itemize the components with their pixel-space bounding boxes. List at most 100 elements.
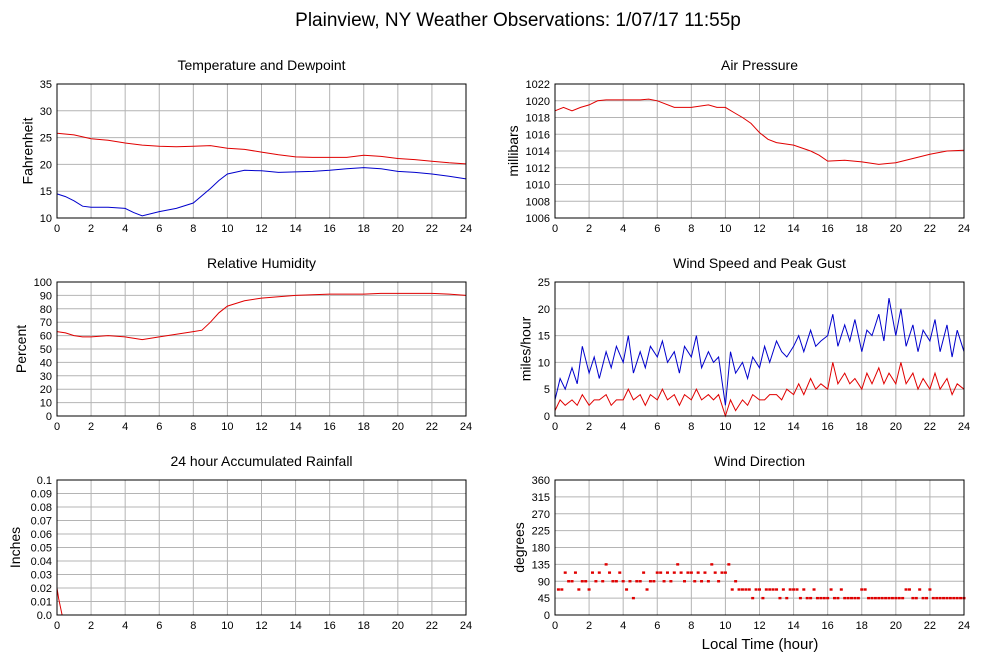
x-tick-label: 0 — [552, 421, 558, 433]
y-tick-label: 1016 — [526, 129, 550, 141]
data-point — [938, 596, 942, 600]
data-point — [737, 588, 741, 591]
x-tick-label: 16 — [822, 223, 834, 235]
x-tick-label: 4 — [620, 223, 626, 235]
data-point — [655, 571, 659, 574]
data-point — [648, 580, 652, 583]
x-tick-label: 6 — [156, 421, 162, 433]
x-tick-label: 22 — [924, 223, 936, 235]
x-tick-label: 20 — [392, 620, 404, 632]
data-point — [631, 596, 635, 600]
data-point — [608, 571, 612, 574]
x-tick-label: 14 — [289, 223, 301, 235]
x-tick-label: 12 — [753, 620, 765, 632]
y-tick-label: 10 — [40, 213, 52, 225]
x-tick-label: 0 — [54, 620, 60, 632]
x-tick-label: 2 — [88, 223, 94, 235]
y-tick-label: 0.1 — [37, 475, 52, 487]
y-tick-label: 180 — [532, 543, 550, 555]
data-point — [720, 571, 724, 574]
x-tick-label: 12 — [255, 421, 267, 433]
y-axis-label: Inches — [7, 527, 23, 568]
data-point — [744, 588, 748, 591]
data-point — [925, 596, 929, 600]
data-point — [880, 596, 884, 600]
data-point — [904, 588, 908, 591]
data-point — [863, 588, 867, 591]
series-line-red — [554, 362, 965, 418]
y-tick-label: 0 — [544, 411, 550, 423]
data-point — [703, 571, 707, 574]
data-point — [945, 596, 949, 600]
data-point — [884, 596, 888, 600]
x-tick-label: 8 — [688, 620, 694, 632]
data-point — [959, 596, 963, 600]
y-tick-label: 30 — [40, 371, 52, 383]
y-tick-label: 0.04 — [31, 556, 52, 568]
x-tick-label: 10 — [221, 421, 233, 433]
y-tick-label: 0 — [544, 610, 550, 622]
data-point — [686, 571, 690, 574]
x-tick-label: 10 — [221, 223, 233, 235]
data-point — [754, 588, 758, 591]
plot-frame — [56, 83, 467, 219]
data-point — [812, 588, 816, 591]
chart-title: Wind Speed and Peak Gust — [673, 255, 846, 271]
data-point — [556, 588, 560, 591]
series-line-red — [56, 292, 467, 341]
x-tick-label: 18 — [856, 620, 868, 632]
x-tick-label: 4 — [122, 421, 128, 433]
data-point — [856, 596, 860, 600]
x-tick-label: 2 — [88, 421, 94, 433]
chart-title: Temperature and Dewpoint — [177, 57, 345, 73]
x-tick-label: 10 — [719, 223, 731, 235]
data-point — [659, 571, 663, 574]
y-tick-label: 225 — [532, 526, 550, 538]
y-tick-label: 1018 — [526, 113, 550, 125]
data-point — [839, 588, 843, 591]
data-point — [747, 588, 751, 591]
data-point — [679, 571, 683, 574]
y-tick-label: 10 — [538, 357, 550, 369]
chart-title: 24 hour Accumulated Rainfall — [170, 453, 352, 469]
x-tick-label: 2 — [586, 223, 592, 235]
x-tick-label: 4 — [620, 620, 626, 632]
plot-frame — [56, 281, 467, 417]
y-tick-label: 20 — [40, 384, 52, 396]
x-tick-label: 6 — [654, 223, 660, 235]
y-tick-label: 1020 — [526, 96, 550, 108]
x-tick-label: 24 — [958, 223, 970, 235]
x-tick-label: 22 — [426, 223, 438, 235]
x-tick-label: 20 — [890, 620, 902, 632]
data-point — [727, 563, 731, 566]
x-tick-label: 0 — [552, 223, 558, 235]
data-point — [635, 580, 639, 583]
data-point — [897, 596, 901, 600]
data-point — [700, 580, 704, 583]
data-point — [775, 588, 779, 591]
chart-panel-humidity: 0 2 4 6 8 10 12 14 16 18 20 22 240102030405060708090… — [13, 255, 472, 433]
data-point — [560, 588, 564, 591]
data-point — [710, 563, 714, 566]
y-tick-label: 0.05 — [31, 543, 52, 555]
y-tick-label: 1008 — [526, 196, 550, 208]
y-tick-label: 40 — [40, 357, 52, 369]
x-tick-label: 12 — [255, 620, 267, 632]
data-point — [914, 596, 918, 600]
x-tick-label: 8 — [190, 620, 196, 632]
data-point — [873, 596, 877, 600]
data-point — [832, 596, 836, 600]
chart-title: Relative Humidity — [207, 255, 316, 271]
x-tick-label: 8 — [190, 223, 196, 235]
chart-panel-pressure: 0 2 4 6 8 10 12 14 16 18 20 22 241006100810101012101… — [505, 57, 970, 235]
x-tick-label: 12 — [753, 421, 765, 433]
y-axis-label: millibars — [505, 125, 521, 176]
y-tick-label: 1010 — [526, 180, 550, 192]
data-point — [850, 596, 854, 600]
data-point — [577, 588, 581, 591]
data-point — [792, 588, 796, 591]
data-point — [563, 571, 567, 574]
x-tick-label: 8 — [688, 223, 694, 235]
